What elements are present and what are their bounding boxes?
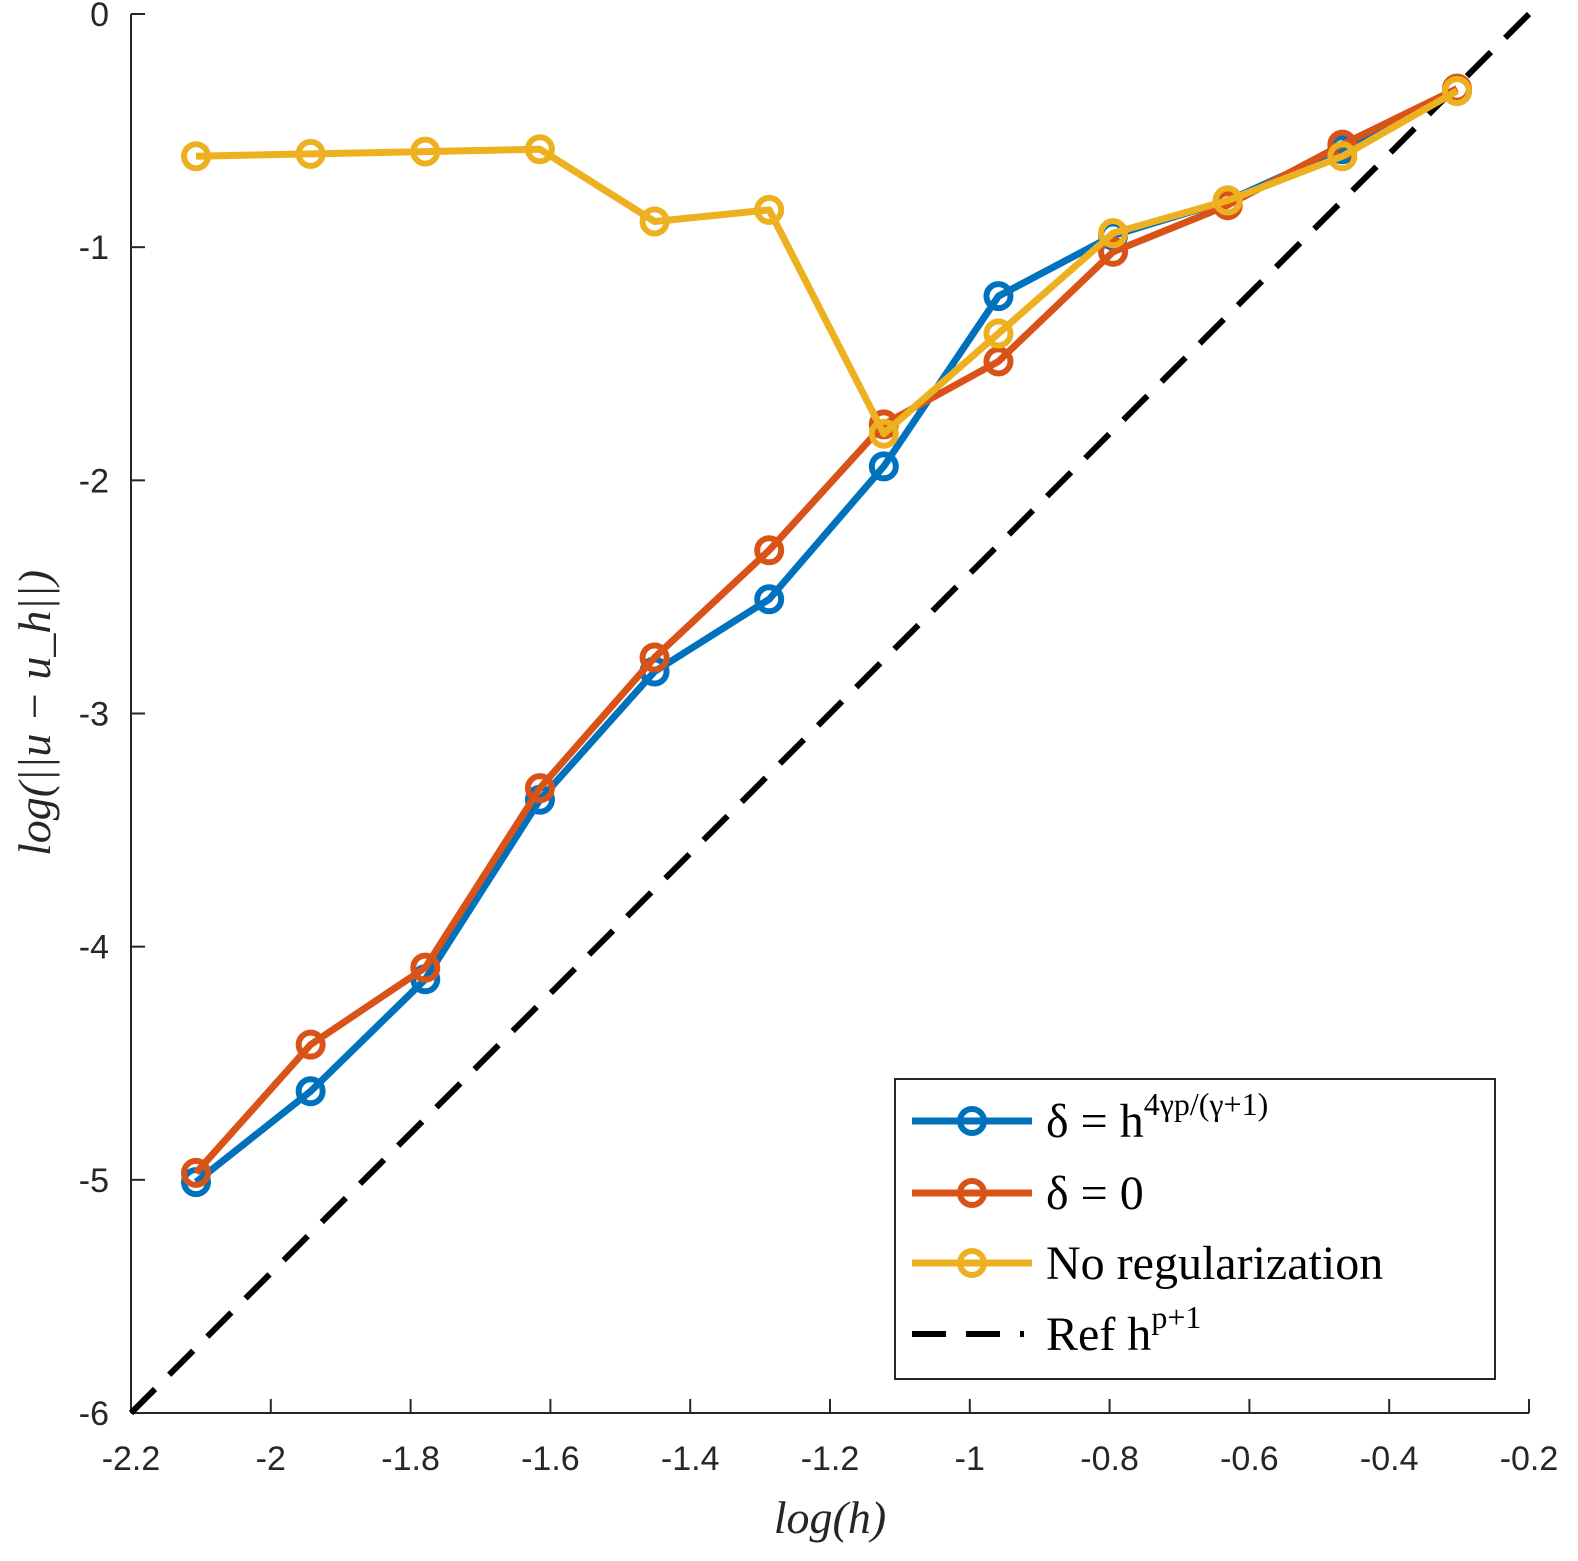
series-point xyxy=(295,1029,326,1060)
series-point xyxy=(524,773,555,804)
y-tick-label: -4 xyxy=(79,929,109,967)
series-point xyxy=(1212,185,1243,216)
series-point xyxy=(1442,75,1473,106)
series-point xyxy=(639,642,670,673)
series-line xyxy=(195,87,1459,438)
legend-label: No regularization xyxy=(1046,1237,1383,1290)
series-point xyxy=(410,952,441,983)
series-point xyxy=(754,194,785,225)
series-point xyxy=(1098,218,1129,249)
series-group xyxy=(128,11,1532,1416)
x-axis-label: log(h) xyxy=(774,1492,886,1543)
legend-label-superscript: p+1 xyxy=(1151,1299,1201,1335)
x-tick-label: -1.8 xyxy=(381,1440,440,1478)
x-tick-label: -0.2 xyxy=(1500,1440,1559,1478)
series-point xyxy=(868,418,899,449)
y-tick-label: -5 xyxy=(79,1162,109,1200)
series-point xyxy=(410,136,441,167)
legend-label-main: δ = h xyxy=(1046,1095,1144,1148)
legend-label-main: δ = 0 xyxy=(1046,1167,1144,1220)
legend-label: Ref hp+1 xyxy=(1046,1299,1201,1361)
legend-label-superscript: 4γp/(γ+1) xyxy=(1144,1086,1269,1122)
series-point xyxy=(295,1076,326,1107)
series-point xyxy=(983,281,1014,312)
series-point xyxy=(181,141,212,172)
x-tick-label: -0.8 xyxy=(1080,1440,1139,1478)
reference-line xyxy=(128,11,1532,1416)
legend-label: δ = 0 xyxy=(1046,1167,1144,1220)
series-2 xyxy=(181,75,1473,449)
x-tick-label: -2 xyxy=(256,1440,286,1478)
legend-label: δ = h4γp/(γ+1) xyxy=(1046,1086,1268,1148)
tick-labels: -2.2 -2 -1.8 -1.6 -1.4 -1.2 -1 -0.8 -0.6 -0.4 -0.2… xyxy=(79,0,1559,1478)
x-tick-label: -1.2 xyxy=(801,1440,860,1478)
y-axis-label: log(||u − u_h||) xyxy=(9,570,60,856)
series-point xyxy=(639,206,670,237)
series-point xyxy=(868,451,899,482)
legend: δ = h4γp/(γ+1) δ = 0 No regularization Ref … xyxy=(894,1078,1496,1380)
series-point xyxy=(1098,236,1129,267)
legend-box xyxy=(894,1078,1496,1380)
series-point xyxy=(524,134,555,165)
series-point xyxy=(181,1157,212,1188)
x-tick-label: -1.4 xyxy=(661,1440,720,1478)
series-3 xyxy=(128,11,1532,1416)
y-tick-label: -6 xyxy=(79,1395,109,1433)
series-point xyxy=(983,318,1014,349)
series-0 xyxy=(181,75,1473,1198)
series-1 xyxy=(181,73,1473,1188)
legend-marker xyxy=(957,1106,987,1136)
y-tick-label: 0 xyxy=(90,0,109,34)
legend-marker xyxy=(957,1248,987,1278)
series-point xyxy=(754,535,785,566)
series-point xyxy=(754,584,785,615)
series-line xyxy=(193,87,1459,1185)
ticks xyxy=(130,13,1530,1414)
y-tick-label: -3 xyxy=(79,696,109,734)
x-tick-label: -0.6 xyxy=(1220,1440,1279,1478)
legend-marker xyxy=(957,1178,987,1208)
y-tick-label: -2 xyxy=(79,462,109,500)
legend-label-main: No regularization xyxy=(1046,1237,1383,1290)
legend-label-main: Ref h xyxy=(1046,1308,1151,1361)
series-line xyxy=(193,85,1459,1176)
series-point xyxy=(295,138,326,169)
series-point xyxy=(1327,141,1358,172)
x-tick-label: -0.4 xyxy=(1360,1440,1419,1478)
series-point xyxy=(983,346,1014,377)
x-tick-label: -1 xyxy=(955,1440,985,1478)
x-tick-label: -2.2 xyxy=(102,1440,161,1478)
x-tick-label: -1.6 xyxy=(521,1440,580,1478)
y-tick-label: -1 xyxy=(79,229,109,267)
